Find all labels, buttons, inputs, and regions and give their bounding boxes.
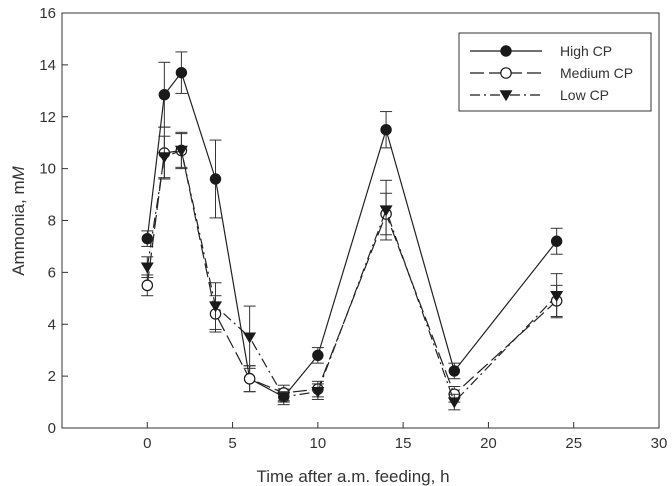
legend-marker bbox=[500, 67, 512, 79]
legend-marker bbox=[499, 90, 513, 102]
legend-label: High CP bbox=[560, 43, 612, 59]
data-point-high-cp bbox=[158, 89, 171, 101]
legend-label: Low CP bbox=[560, 87, 609, 103]
x-tick-label: 0 bbox=[143, 435, 151, 452]
data-point-high-cp bbox=[141, 232, 153, 245]
legend-marker bbox=[500, 45, 512, 57]
x-tick-label: 20 bbox=[480, 435, 497, 452]
y-tick-label: 10 bbox=[39, 161, 56, 178]
data-point-high-cp bbox=[380, 124, 392, 136]
series-low-cp bbox=[140, 133, 564, 411]
data-point-high-cp bbox=[550, 235, 563, 247]
x-tick-label: 15 bbox=[395, 435, 412, 452]
legend-item-medium-cp: Medium CP bbox=[470, 65, 633, 81]
data-point-low-cp bbox=[209, 301, 222, 313]
x-tick-label: 30 bbox=[651, 435, 668, 452]
data-point-high-cp bbox=[175, 66, 188, 79]
data-point-low-cp bbox=[447, 397, 461, 409]
series-layer bbox=[140, 51, 564, 411]
data-point-low-cp bbox=[311, 386, 325, 398]
data-point-high-cp bbox=[448, 365, 461, 377]
y-axis-label: Ammonia, mM bbox=[9, 165, 28, 275]
y-tick-label: 2 bbox=[48, 368, 56, 385]
y-tick-label: 16 bbox=[39, 5, 56, 22]
legend-item-low-cp: Low CP bbox=[470, 87, 609, 103]
data-point-low-cp bbox=[174, 145, 188, 157]
legend-box bbox=[458, 32, 652, 112]
plot-area bbox=[61, 12, 660, 429]
y-tick-label: 4 bbox=[48, 316, 56, 333]
legend-item-high-cp: High CP bbox=[470, 43, 612, 59]
y-axis-label-unit: M bbox=[9, 165, 28, 180]
x-tick-label: 10 bbox=[310, 435, 327, 452]
x-tick-label: 25 bbox=[565, 435, 582, 452]
x-axis-label: Time after a.m. feeding, h bbox=[256, 467, 449, 486]
axis-ticks bbox=[62, 12, 660, 429]
x-tick-labels: 0 5 10 15 20 25 30 bbox=[143, 435, 667, 452]
y-tick-label: 6 bbox=[48, 264, 56, 281]
series-line-high-cp bbox=[146, 71, 558, 398]
series-line-medium-cp bbox=[146, 149, 558, 396]
series-high-cp bbox=[141, 51, 563, 406]
data-point-low-cp bbox=[243, 332, 257, 344]
y-tick-label: 14 bbox=[39, 57, 56, 74]
data-point-low-cp bbox=[277, 392, 291, 404]
data-point-low-cp bbox=[550, 291, 564, 303]
series-medium-cp bbox=[141, 126, 563, 403]
data-point-medium-cp bbox=[243, 372, 256, 385]
y-tick-labels: 0 2 4 6 8 10 12 14 16 bbox=[39, 5, 56, 437]
legend-label: Medium CP bbox=[560, 65, 633, 81]
legend: High CP Medium CP Low CP bbox=[458, 32, 652, 112]
y-axis-label-main: Ammonia, m bbox=[9, 180, 28, 275]
series-line-low-cp bbox=[146, 149, 558, 404]
y-tick-label: 0 bbox=[48, 420, 56, 437]
data-point-medium-cp bbox=[141, 279, 154, 292]
x-tick-label: 5 bbox=[228, 435, 236, 452]
y-tick-label: 8 bbox=[48, 213, 56, 230]
data-point-low-cp bbox=[157, 152, 171, 164]
y-tick-label: 12 bbox=[39, 109, 56, 126]
data-point-high-cp bbox=[312, 349, 324, 362]
data-point-low-cp bbox=[379, 205, 393, 217]
data-point-low-cp bbox=[140, 262, 154, 274]
data-point-high-cp bbox=[209, 173, 222, 185]
